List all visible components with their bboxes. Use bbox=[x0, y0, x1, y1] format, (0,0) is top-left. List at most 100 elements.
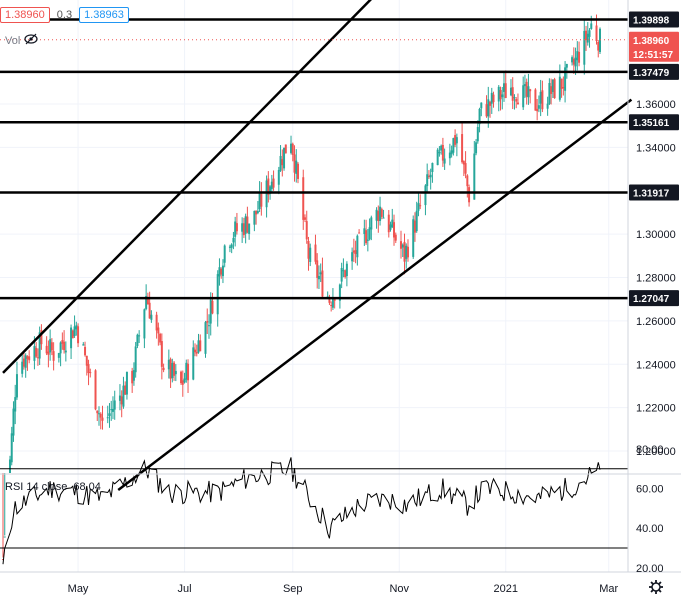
candle-body bbox=[551, 79, 554, 92]
candle-body bbox=[302, 177, 305, 220]
candle-body bbox=[412, 219, 415, 257]
candle-body bbox=[537, 105, 540, 109]
candle-body bbox=[342, 270, 345, 272]
candle-body bbox=[365, 230, 368, 244]
candle-body bbox=[489, 102, 492, 106]
buy-price-button[interactable]: 1.38963 bbox=[79, 7, 129, 23]
candle-body bbox=[328, 297, 331, 303]
candle-body bbox=[560, 78, 563, 89]
candle-body bbox=[291, 143, 294, 155]
candle-body bbox=[331, 296, 334, 308]
candle-body bbox=[321, 270, 324, 297]
candle-body bbox=[14, 397, 17, 412]
x-tick-label: Jul bbox=[178, 583, 192, 595]
candle-body bbox=[22, 358, 25, 367]
candle-body bbox=[134, 346, 137, 373]
rsi-pane bbox=[0, 457, 628, 565]
candle-body bbox=[28, 356, 31, 361]
candle-body bbox=[110, 409, 113, 411]
candle-body bbox=[326, 296, 329, 298]
spread-value: 0.3 bbox=[56, 9, 73, 21]
candle-body bbox=[578, 51, 581, 63]
y-tick-label: 1.28000 bbox=[636, 273, 676, 285]
candle-body bbox=[490, 92, 493, 104]
candle-body bbox=[316, 260, 319, 278]
candle-body bbox=[534, 89, 537, 111]
candle-body bbox=[199, 340, 202, 352]
candle-body bbox=[417, 203, 420, 211]
y-tick-label: 1.34000 bbox=[636, 142, 676, 154]
rsi-tick-label: 20.00 bbox=[636, 563, 664, 575]
candle-body bbox=[330, 304, 333, 306]
candle-body bbox=[169, 359, 172, 379]
candle-body bbox=[290, 143, 293, 153]
candle-body bbox=[340, 268, 343, 282]
volume-legend: Vol bbox=[5, 33, 38, 48]
candle-body bbox=[368, 227, 371, 240]
candle-body bbox=[187, 363, 190, 381]
candle-body bbox=[47, 351, 50, 355]
candle-body bbox=[52, 351, 55, 361]
x-tick-label: 2021 bbox=[493, 583, 517, 595]
candle-body bbox=[344, 270, 347, 278]
candle-body bbox=[377, 211, 380, 222]
candle-body bbox=[49, 339, 52, 353]
candle-body bbox=[475, 142, 478, 154]
candle-body bbox=[136, 334, 139, 346]
candle-body bbox=[297, 163, 300, 179]
candle-body bbox=[269, 186, 272, 194]
candle-body bbox=[45, 345, 48, 354]
y-tick-label: 1.22000 bbox=[636, 403, 676, 415]
candle-body bbox=[389, 224, 392, 230]
candle-body bbox=[10, 433, 13, 463]
candle-body bbox=[448, 152, 451, 159]
trade-toolbar: 1.38960 0.3 1.38963 bbox=[0, 6, 129, 24]
candle-body bbox=[50, 342, 53, 351]
candle-body bbox=[455, 137, 458, 144]
x-tick-label: May bbox=[68, 583, 89, 595]
candle-body bbox=[429, 174, 432, 178]
x-tick-label: Sep bbox=[283, 583, 303, 595]
candle-body bbox=[379, 206, 382, 221]
candle-body bbox=[125, 371, 128, 395]
candle-body bbox=[270, 181, 273, 190]
candle-body bbox=[77, 326, 80, 344]
candle-body bbox=[440, 145, 443, 151]
candle-body bbox=[150, 314, 153, 320]
candle-body bbox=[476, 127, 479, 142]
candle-body bbox=[192, 347, 195, 380]
candle-body bbox=[370, 217, 373, 230]
gear-icon[interactable] bbox=[649, 580, 663, 594]
candle-body bbox=[216, 274, 219, 315]
candle-body bbox=[99, 413, 102, 418]
price-grid bbox=[0, 0, 628, 572]
eye-hidden-icon[interactable] bbox=[24, 33, 38, 48]
candle-body bbox=[466, 175, 469, 187]
candle-body bbox=[21, 361, 24, 374]
candle-body bbox=[572, 58, 575, 65]
candle-body bbox=[590, 23, 593, 29]
candle-body bbox=[124, 385, 127, 395]
candle-body bbox=[550, 86, 553, 94]
candle-body bbox=[454, 135, 457, 145]
sell-price-button[interactable]: 1.38960 bbox=[0, 7, 50, 23]
candle-body bbox=[228, 246, 231, 248]
candle-body bbox=[101, 417, 104, 421]
candle-body bbox=[209, 299, 212, 324]
candle-body bbox=[497, 86, 500, 102]
candle-body bbox=[314, 244, 317, 262]
candle-body bbox=[265, 180, 268, 208]
rsi-legend: RSI 14 close 68.04 bbox=[5, 481, 101, 493]
candle-body bbox=[522, 85, 525, 108]
candle-body bbox=[87, 364, 90, 374]
candle-body bbox=[113, 400, 116, 410]
candle-body bbox=[132, 370, 135, 381]
candle-body bbox=[246, 216, 249, 233]
candle-body bbox=[26, 356, 29, 359]
candle-body bbox=[15, 374, 18, 398]
candle-body bbox=[279, 155, 282, 171]
candle-body bbox=[35, 347, 38, 357]
last-price-badge bbox=[629, 31, 679, 62]
